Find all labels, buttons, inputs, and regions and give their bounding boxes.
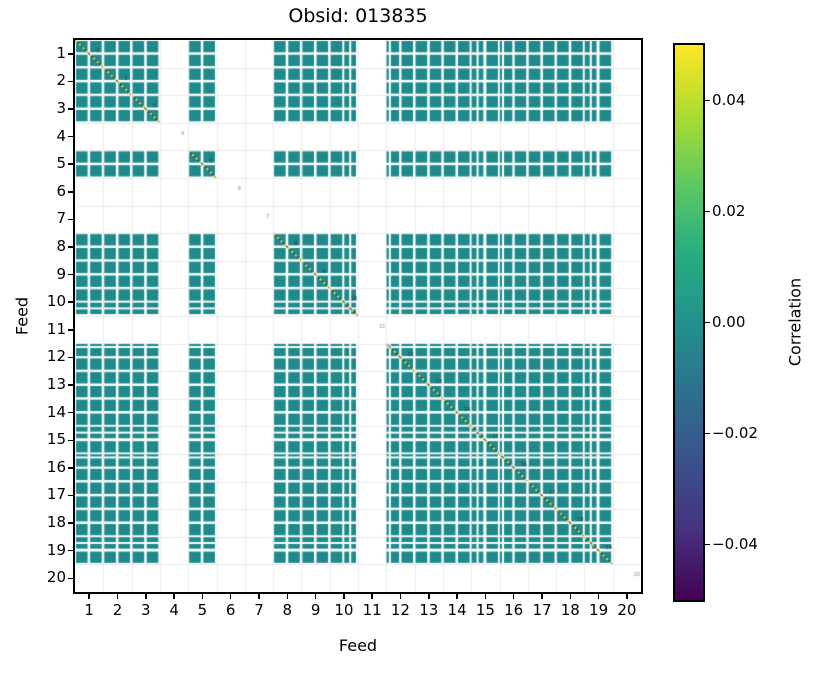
colorbar-tickmark (705, 321, 710, 324)
y-tickmark (68, 384, 73, 386)
x-tickmark (343, 594, 345, 599)
y-tickmark (68, 135, 73, 138)
x-tick-label: 14 (447, 601, 467, 619)
x-tickmark (428, 594, 430, 599)
y-tick-label: 20 (46, 568, 66, 587)
x-tickmark (145, 594, 147, 599)
colorbar-tick-label: 0.02 (712, 201, 746, 220)
y-tickmark (68, 246, 73, 248)
x-tickmark (512, 594, 515, 599)
y-tickmark (68, 494, 73, 497)
y-tick-label: 8 (56, 237, 66, 255)
x-tick-label: 15 (475, 601, 495, 619)
x-tickmark (258, 594, 260, 599)
x-tick-label: 20 (617, 601, 637, 619)
x-tickmark (456, 594, 458, 599)
y-tickmark (68, 273, 73, 276)
x-tickmark (314, 594, 317, 599)
x-tick-label: 9 (310, 601, 321, 619)
x-tickmark (399, 594, 402, 599)
colorbar-tick-label: −0.04 (712, 534, 758, 553)
y-tick-label: 10 (46, 292, 66, 311)
x-tickmark (229, 594, 232, 599)
y-tickmark (68, 108, 73, 110)
y-tick-label: 6 (56, 181, 66, 200)
colorbar-tickmark (705, 432, 710, 435)
x-tick-label: 7 (254, 601, 264, 619)
y-tick-label: 15 (46, 430, 66, 449)
y-tickmark (68, 301, 73, 303)
colorbar-tick-label: 0.04 (712, 90, 746, 109)
y-tick-label: 17 (46, 485, 66, 504)
x-tick-label: 10 (334, 601, 354, 619)
x-tickmark (541, 594, 543, 599)
y-tickmark (68, 549, 73, 552)
y-tick-label: 5 (56, 154, 66, 173)
y-tick-label: 12 (46, 347, 66, 366)
colorbar-tickmark (705, 210, 710, 213)
y-tickmark (68, 218, 73, 221)
x-tickmark (88, 594, 90, 599)
y-tick-label: 16 (46, 457, 66, 476)
x-tick-label: 13 (419, 601, 439, 619)
x-tick-label: 17 (532, 601, 552, 619)
y-tickmark (68, 439, 73, 441)
y-tickmark (68, 191, 73, 193)
y-tickmark (68, 356, 73, 359)
y-tick-label: 1 (56, 43, 66, 62)
x-tickmark (173, 594, 175, 599)
x-tick-label: 12 (390, 601, 410, 619)
colorbar-tickmark (705, 543, 710, 546)
colorbar-tick-label: 0.00 (712, 312, 746, 331)
y-tickmark (68, 522, 73, 524)
x-tick-label: 18 (560, 601, 580, 619)
chart-title: Obsid: 013835 (288, 5, 428, 27)
y-tick-label: 3 (56, 99, 66, 117)
x-tickmark (286, 594, 288, 599)
x-tickmark (201, 594, 204, 599)
x-tick-label: 5 (197, 601, 208, 619)
y-axis-label: Feed (12, 296, 32, 336)
y-tick-label: 11 (46, 319, 66, 338)
x-tick-label: 16 (504, 601, 524, 619)
heatmap-canvas (75, 40, 641, 592)
x-tick-label: 6 (225, 601, 236, 619)
x-tickmark (371, 594, 373, 599)
y-tickmark (68, 577, 73, 579)
x-tickmark (569, 594, 571, 599)
y-tick-label: 14 (46, 402, 66, 421)
y-tickmark (68, 329, 73, 331)
y-tickmark (68, 53, 73, 55)
x-tick-label: 3 (141, 601, 151, 619)
y-tick-label: 7 (56, 209, 66, 228)
y-tickmark (68, 163, 73, 165)
x-tickmark (116, 594, 119, 599)
x-tick-label: 1 (84, 601, 94, 619)
x-tick-label: 11 (362, 601, 382, 619)
y-tickmark (68, 80, 73, 83)
y-tick-label: 19 (46, 540, 66, 559)
x-tickmark (626, 594, 628, 599)
y-tickmark (68, 467, 73, 469)
x-tick-label: 19 (589, 601, 609, 619)
y-tick-label: 18 (46, 513, 66, 531)
x-tick-label: 4 (169, 601, 179, 619)
colorbar-label: Correlation (785, 277, 805, 367)
colorbar-tick-label: −0.02 (712, 423, 758, 442)
y-tick-label: 4 (56, 126, 66, 145)
x-tick-label: 8 (282, 601, 293, 619)
x-tickmark (597, 594, 600, 599)
colorbar-tickmark (705, 99, 710, 102)
y-tickmark (68, 411, 73, 414)
colorbar-gradient (673, 43, 705, 602)
x-axis-label: Feed (338, 636, 378, 655)
y-tick-label: 2 (56, 71, 66, 90)
y-tick-label: 9 (56, 264, 66, 283)
y-tick-label: 13 (46, 375, 66, 393)
x-tickmark (484, 594, 487, 599)
x-tick-label: 2 (112, 601, 123, 619)
